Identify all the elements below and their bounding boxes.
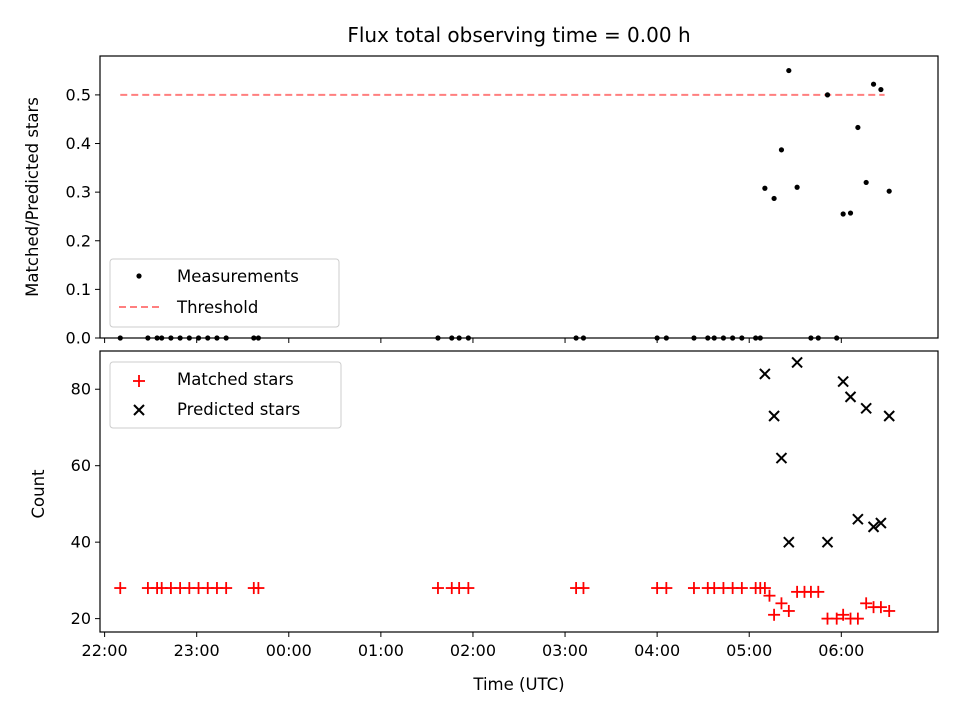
measurement-point xyxy=(870,81,877,87)
matched-stars-point xyxy=(114,582,127,595)
top-y-tick-label: 0.1 xyxy=(66,280,91,299)
predicted-stars-point xyxy=(821,536,834,548)
measurement-point xyxy=(840,211,846,217)
x-tick-label: 22:00 xyxy=(82,641,128,660)
bottom-y-tick-label: 20 xyxy=(71,609,91,628)
matched-stars-point xyxy=(851,612,864,625)
x-tick-label: 01:00 xyxy=(358,641,404,660)
matched-stars-point xyxy=(837,608,850,621)
legend-matched-marker xyxy=(133,375,145,387)
measurement-point xyxy=(824,92,831,98)
x-tick-label: 23:00 xyxy=(174,641,220,660)
matched-stars-point xyxy=(431,582,444,595)
predicted-stars-point xyxy=(875,517,887,529)
top-legend-box xyxy=(109,258,340,328)
predicted-stars-point xyxy=(844,391,857,403)
matched-stars-point xyxy=(687,582,700,595)
measurement-point xyxy=(771,195,777,202)
chart-title: Flux total observing time = 0.00 h xyxy=(347,23,690,47)
predicted-stars-point xyxy=(867,521,880,533)
bottom-y-tick-label: 80 xyxy=(71,380,91,399)
top-y-axis: 0.0 0.1 0.2 0.3 0.4 0.5 xyxy=(66,85,100,348)
matched-stars-point xyxy=(735,582,748,595)
matched-stars-point xyxy=(830,612,843,625)
legend-predicted-label: Predicted stars xyxy=(177,400,300,419)
matched-stars-point xyxy=(660,582,673,595)
measurement-point xyxy=(794,184,800,190)
matched-stars-point xyxy=(768,608,781,621)
x-axis-label: Time (UTC) xyxy=(472,675,564,694)
predicted-stars-point xyxy=(883,410,895,422)
legend-threshold-label: Threshold xyxy=(176,298,258,317)
predicted-stars-point xyxy=(791,356,803,369)
predicted-stars-point xyxy=(860,402,872,415)
x-tick-label: 00:00 xyxy=(266,641,312,660)
x-tick-label: 06:00 xyxy=(818,641,864,660)
bottom-plot-data xyxy=(114,356,896,625)
top-y-tick-label: 0.5 xyxy=(66,85,91,104)
bottom-legend-box xyxy=(109,361,342,429)
matched-stars-point xyxy=(860,597,873,610)
matched-stars-point xyxy=(812,585,825,598)
measurement-point xyxy=(778,147,785,153)
top-plot-frame xyxy=(99,55,939,339)
bottom-y-tick-label: 40 xyxy=(71,533,91,552)
bottom-plot-frame xyxy=(99,350,939,633)
x-tick-label: 04:00 xyxy=(634,641,680,660)
bottom-legend: Matched stars Predicted stars xyxy=(109,361,342,429)
measurement-point xyxy=(886,188,892,194)
top-y-tick-label: 0.2 xyxy=(66,231,91,250)
bottom-y-axis-label: Count xyxy=(29,469,48,519)
measurement-point xyxy=(878,86,884,93)
matched-stars-point xyxy=(462,582,475,595)
legend-measurements-marker xyxy=(136,273,142,279)
measurement-point xyxy=(847,210,854,216)
predicted-stars-point xyxy=(759,368,771,380)
bottom-plot-area: 20 40 60 80 22:00 23:00 00:00 01:00 02:00 03:00 0… xyxy=(29,350,939,694)
legend-measurements-label: Measurements xyxy=(177,267,299,286)
top-y-tick-label: 0.3 xyxy=(66,183,91,202)
legend-predicted-marker xyxy=(133,404,145,416)
measurement-point xyxy=(786,67,792,74)
matched-stars-point xyxy=(775,597,788,610)
predicted-stars-point xyxy=(775,452,788,464)
legend-matched-label: Matched stars xyxy=(177,370,294,389)
matched-stars-point xyxy=(220,582,233,595)
measurement-point xyxy=(855,124,861,131)
top-y-axis-label: Matched/Predicted stars xyxy=(23,97,42,297)
x-tick-label: 03:00 xyxy=(542,641,588,660)
x-tick-label: 05:00 xyxy=(726,641,772,660)
matched-stars-point xyxy=(874,601,887,614)
bottom-y-tick-label: 60 xyxy=(71,456,91,475)
top-y-tick-label: 0.4 xyxy=(66,134,91,153)
bottom-y-axis: 20 40 60 80 xyxy=(71,380,100,628)
predicted-stars-point xyxy=(837,375,849,388)
matched-stars-point xyxy=(883,604,896,617)
matched-stars-point xyxy=(782,604,795,617)
measurement-point xyxy=(863,179,869,186)
matched-stars-point xyxy=(763,589,776,602)
top-y-tick-label: 0.0 xyxy=(66,329,91,348)
x-tick-label: 02:00 xyxy=(450,641,496,660)
bottom-x-axis: 22:00 23:00 00:00 01:00 02:00 03:00 04:00 05:00… xyxy=(82,632,864,660)
top-legend: Measurements Threshold xyxy=(109,258,340,328)
matched-stars-point xyxy=(252,582,265,595)
matched-stars-point xyxy=(577,582,590,595)
predicted-stars-point xyxy=(768,410,780,422)
top-plot-area: 0.0 0.1 0.2 0.3 0.4 0.5 Matched/Predicted sta… xyxy=(23,55,939,348)
matched-stars-point xyxy=(758,582,771,595)
measurement-point xyxy=(762,185,768,191)
predicted-stars-point xyxy=(783,536,795,548)
top-x-axis-ticks xyxy=(104,338,842,343)
predicted-stars-point xyxy=(852,513,864,525)
